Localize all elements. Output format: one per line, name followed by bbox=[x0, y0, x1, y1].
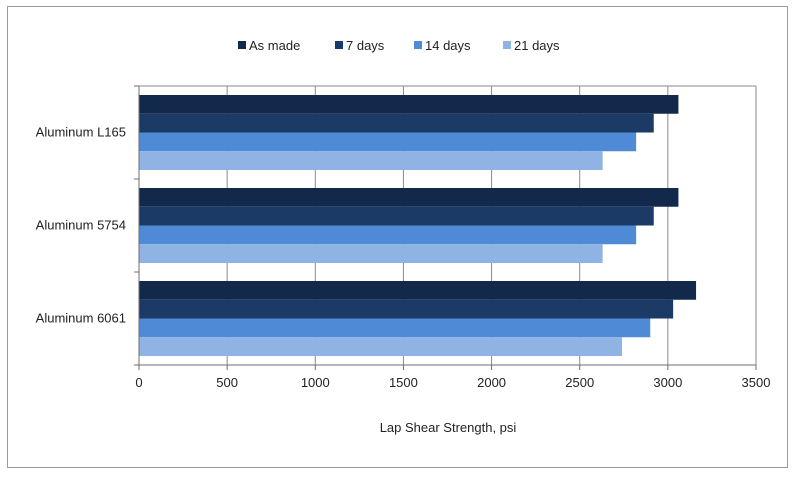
legend-swatch bbox=[503, 41, 511, 49]
x-tick-label: 0 bbox=[135, 375, 142, 390]
bar-14-days-1 bbox=[139, 132, 637, 152]
bar-14-days-2 bbox=[139, 225, 637, 245]
category-label: Aluminum L165 bbox=[36, 125, 126, 140]
category-label: Aluminum 5754 bbox=[36, 218, 126, 233]
bar-7-days-1 bbox=[139, 113, 654, 133]
x-tick-label: 2500 bbox=[565, 375, 594, 390]
bar-21-days-3 bbox=[139, 337, 623, 356]
legend-label: 7 days bbox=[346, 38, 385, 53]
x-tick-label: 500 bbox=[216, 375, 238, 390]
x-tick-label: 2000 bbox=[477, 375, 506, 390]
x-tick-label: 3000 bbox=[653, 375, 682, 390]
category-label: Aluminum 6061 bbox=[36, 311, 126, 326]
bar-as-made-3 bbox=[139, 281, 697, 300]
legend-swatch bbox=[414, 41, 422, 49]
bar-as-made-2 bbox=[139, 188, 679, 207]
x-axis-title: Lap Shear Strength, psi bbox=[380, 420, 517, 435]
legend-label: 14 days bbox=[425, 38, 471, 53]
x-tick-label: 3500 bbox=[742, 375, 771, 390]
x-tick-label: 1000 bbox=[301, 375, 330, 390]
plot-area: Aluminum L165 Aluminum 5754 Aluminum 6061 0… bbox=[36, 85, 771, 390]
legend-label: 21 days bbox=[514, 38, 560, 53]
bar-21-days-1 bbox=[139, 151, 603, 170]
bar-7-days-3 bbox=[139, 299, 674, 319]
bar-21-days-2 bbox=[139, 244, 603, 263]
legend-label: As made bbox=[249, 38, 300, 53]
bar-as-made-1 bbox=[139, 95, 679, 114]
bar-7-days-2 bbox=[139, 206, 654, 226]
legend-swatch bbox=[238, 41, 246, 49]
bar-14-days-3 bbox=[139, 318, 651, 338]
legend-swatch bbox=[335, 41, 343, 49]
legend: As made 7 days 14 days 21 days bbox=[238, 38, 560, 53]
x-tick-label: 1500 bbox=[389, 375, 418, 390]
